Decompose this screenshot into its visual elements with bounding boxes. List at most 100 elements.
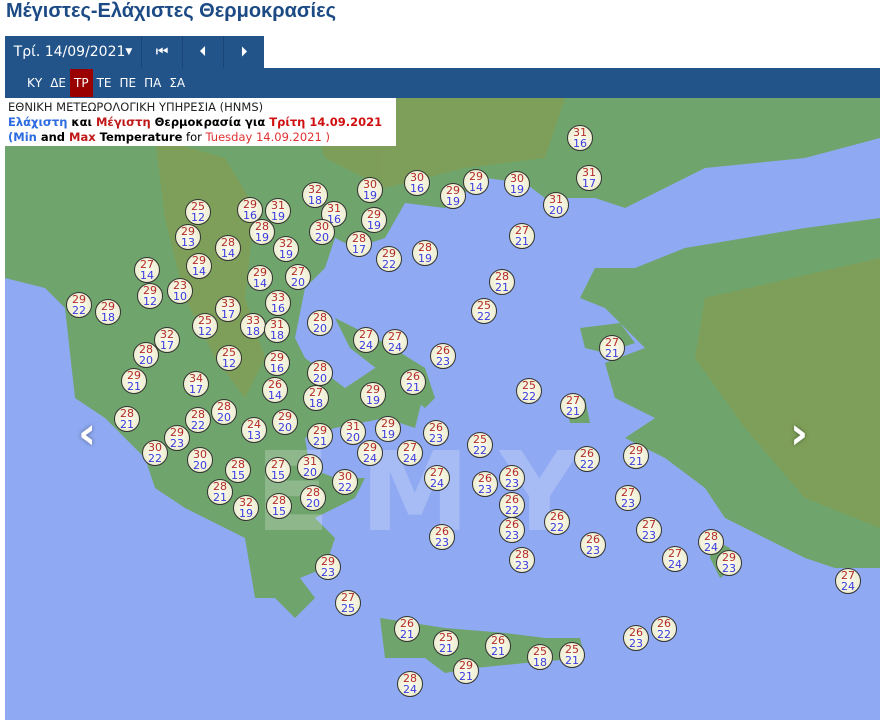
- next-map-arrow[interactable]: ›: [790, 408, 808, 459]
- first-button[interactable]: ⏮: [142, 36, 183, 68]
- station-marker[interactable]: 29 21: [121, 368, 147, 394]
- station-marker[interactable]: 26 23: [580, 532, 606, 558]
- station-marker[interactable]: 30 22: [142, 440, 168, 466]
- station-marker[interactable]: 29 18: [95, 299, 121, 325]
- station-marker[interactable]: 30 19: [357, 177, 383, 203]
- station-marker[interactable]: 26 22: [574, 446, 600, 472]
- station-marker[interactable]: 28 21: [489, 269, 515, 295]
- station-marker[interactable]: 25 12: [185, 199, 211, 225]
- station-marker[interactable]: 26 23: [472, 471, 498, 497]
- station-marker[interactable]: 31 16: [567, 125, 593, 151]
- tab-day-pa[interactable]: ΠΑ: [144, 76, 162, 90]
- station-marker[interactable]: 27 18: [303, 385, 329, 411]
- station-marker[interactable]: 32 19: [273, 236, 299, 262]
- station-marker[interactable]: 27 20: [285, 264, 311, 290]
- station-marker[interactable]: 27 23: [636, 517, 662, 543]
- station-marker[interactable]: 29 14: [463, 169, 489, 195]
- tab-day-de[interactable]: ΔΕ: [50, 76, 66, 90]
- station-marker[interactable]: 31 18: [264, 317, 290, 343]
- station-marker[interactable]: 33 16: [265, 290, 291, 316]
- station-marker[interactable]: 30 19: [504, 171, 530, 197]
- station-marker[interactable]: 26 23: [499, 517, 525, 543]
- station-marker[interactable]: 29 23: [315, 554, 341, 580]
- prev-map-arrow[interactable]: ‹: [78, 408, 96, 459]
- tab-day-tr[interactable]: ΤΡ: [70, 69, 93, 97]
- station-marker[interactable]: 30 20: [309, 219, 335, 245]
- station-marker[interactable]: 29 19: [440, 183, 466, 209]
- station-marker[interactable]: 32 19: [233, 495, 259, 521]
- station-marker[interactable]: 27 15: [265, 457, 291, 483]
- tab-day-pe[interactable]: ΠΕ: [119, 76, 137, 90]
- station-marker[interactable]: 32 17: [154, 327, 180, 353]
- station-marker[interactable]: 27 14: [134, 257, 160, 283]
- station-marker[interactable]: 29 22: [66, 292, 92, 318]
- station-marker[interactable]: 27 24: [353, 327, 379, 353]
- station-marker[interactable]: 29 14: [247, 265, 273, 291]
- station-marker[interactable]: 26 22: [544, 509, 570, 535]
- station-marker[interactable]: 30 22: [332, 469, 358, 495]
- station-marker[interactable]: 28 17: [346, 231, 372, 257]
- station-marker[interactable]: 25 12: [216, 345, 242, 371]
- station-marker[interactable]: 25 22: [471, 298, 497, 324]
- station-marker[interactable]: 25 22: [467, 432, 493, 458]
- station-marker[interactable]: 29 14: [186, 253, 212, 279]
- station-marker[interactable]: 26 22: [499, 492, 525, 518]
- prev-button[interactable]: ⏴: [183, 36, 224, 68]
- station-marker[interactable]: 29 23: [716, 550, 742, 576]
- station-marker[interactable]: 31 17: [576, 165, 602, 191]
- station-marker[interactable]: 28 14: [215, 235, 241, 261]
- station-marker[interactable]: 28 19: [412, 240, 438, 266]
- station-marker[interactable]: 32 18: [302, 182, 328, 208]
- station-marker[interactable]: 33 17: [215, 296, 241, 322]
- station-marker[interactable]: 28 21: [114, 406, 140, 432]
- station-marker[interactable]: 27 21: [509, 223, 535, 249]
- station-marker[interactable]: 30 16: [404, 170, 430, 196]
- station-marker[interactable]: 26 23: [430, 343, 456, 369]
- station-marker[interactable]: 29 21: [307, 423, 333, 449]
- station-marker[interactable]: 28 19: [249, 219, 275, 245]
- station-marker[interactable]: 29 22: [376, 246, 402, 272]
- next-button[interactable]: ⏵: [224, 36, 264, 68]
- station-marker[interactable]: 28 24: [698, 529, 724, 555]
- station-marker[interactable]: 29 21: [623, 443, 649, 469]
- station-marker[interactable]: 25 21: [559, 642, 585, 668]
- station-marker[interactable]: 26 21: [485, 633, 511, 659]
- station-marker[interactable]: 29 23: [164, 425, 190, 451]
- station-marker[interactable]: 31 20: [340, 419, 366, 445]
- station-marker[interactable]: 25 12: [192, 313, 218, 339]
- date-dropdown[interactable]: Τρί. 14/09/2021 ▼: [5, 36, 142, 68]
- station-marker[interactable]: 34 17: [183, 371, 209, 397]
- station-marker[interactable]: 27 23: [615, 485, 641, 511]
- station-marker[interactable]: 29 16: [264, 350, 290, 376]
- station-marker[interactable]: 29 19: [361, 207, 387, 233]
- station-marker[interactable]: 28 20: [300, 485, 326, 511]
- station-marker[interactable]: 29 20: [272, 409, 298, 435]
- station-marker[interactable]: 26 23: [499, 465, 525, 491]
- station-marker[interactable]: 31 19: [265, 198, 291, 224]
- station-marker[interactable]: 28 20: [211, 399, 237, 425]
- station-marker[interactable]: 28 22: [185, 407, 211, 433]
- station-marker[interactable]: 23 10: [167, 278, 193, 304]
- station-marker[interactable]: 26 14: [262, 377, 288, 403]
- station-marker[interactable]: 27 21: [560, 393, 586, 419]
- station-marker[interactable]: 28 21: [207, 479, 233, 505]
- tab-day-sa[interactable]: ΣΑ: [169, 76, 186, 90]
- station-marker[interactable]: 28 20: [133, 342, 159, 368]
- station-marker[interactable]: 27 24: [424, 465, 450, 491]
- station-marker[interactable]: 29 19: [360, 382, 386, 408]
- station-marker[interactable]: 27 24: [397, 440, 423, 466]
- station-marker[interactable]: 28 15: [266, 493, 292, 519]
- station-marker[interactable]: 25 18: [527, 644, 553, 670]
- tab-day-ky[interactable]: ΚΥ: [27, 76, 43, 90]
- station-marker[interactable]: 33 18: [240, 313, 266, 339]
- station-marker[interactable]: 25 22: [516, 378, 542, 404]
- station-marker[interactable]: 29 12: [137, 283, 163, 309]
- station-marker[interactable]: 27 24: [382, 329, 408, 355]
- station-marker[interactable]: 26 23: [423, 420, 449, 446]
- station-marker[interactable]: 30 20: [187, 447, 213, 473]
- station-marker[interactable]: 28 23: [509, 547, 535, 573]
- station-marker[interactable]: 29 19: [375, 416, 401, 442]
- station-marker[interactable]: 29 16: [237, 197, 263, 223]
- station-marker[interactable]: 27 24: [835, 568, 861, 594]
- station-marker[interactable]: 28 20: [307, 310, 333, 336]
